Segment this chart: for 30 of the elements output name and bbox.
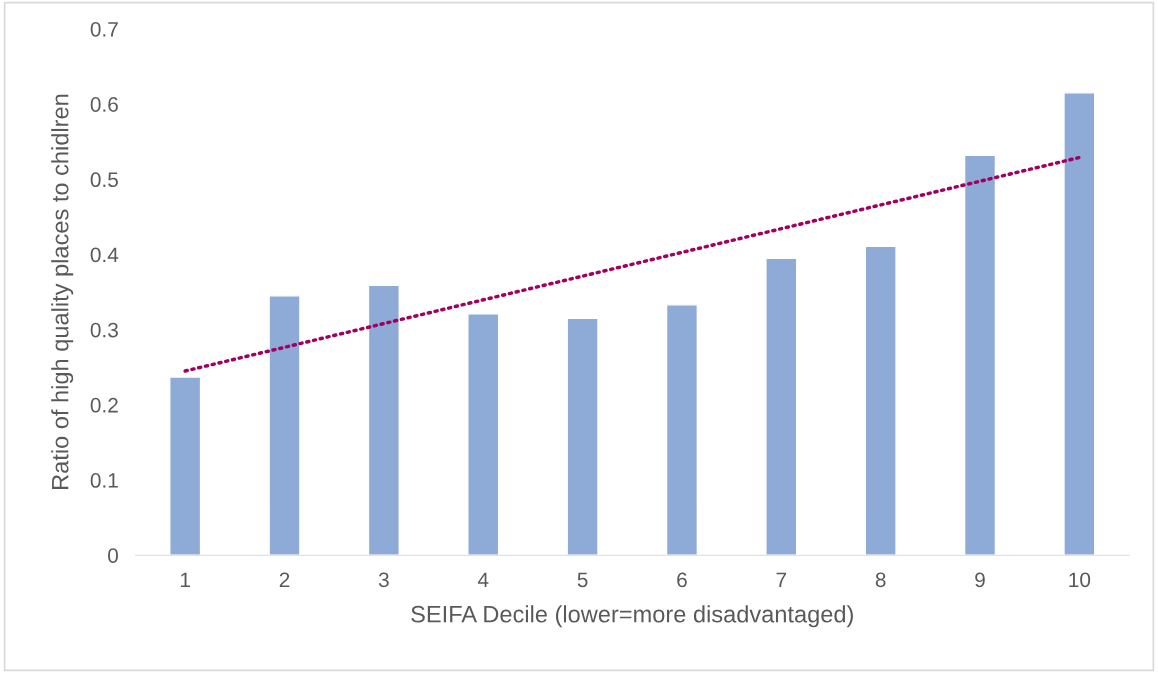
bar	[467, 313, 500, 556]
bar	[367, 284, 400, 556]
bar	[963, 154, 997, 556]
x-tick-label: 2	[279, 572, 290, 587]
y-axis-title: Ratio of high quality places to chidlren	[51, 94, 74, 489]
x-tick-label: 5	[577, 572, 588, 588]
bar	[268, 295, 301, 556]
bar	[864, 245, 897, 556]
y-tick-label: 0	[108, 548, 119, 563]
y-tick-label: 0.7	[90, 21, 118, 37]
y-tick-label: 0.5	[90, 172, 118, 188]
y-tick-label: 0.2	[90, 397, 118, 413]
x-tick-label: 7	[776, 572, 787, 587]
y-tick-label: 0.4	[90, 247, 119, 263]
x-tick-label: 1	[180, 572, 190, 587]
x-axis-title: SEIFA Decile (lower=more disadvantaged)	[411, 605, 853, 628]
y-tick-label: 0.1	[90, 473, 118, 488]
bar	[665, 304, 699, 556]
y-tick-label: 0.6	[90, 97, 118, 112]
y-tick-label: 0.3	[90, 322, 118, 338]
bar	[566, 317, 599, 556]
bar	[169, 376, 202, 556]
bar	[765, 257, 798, 556]
x-tick-label: 8	[875, 572, 886, 588]
x-tick-label: 6	[677, 572, 687, 588]
x-tick-label: 9	[975, 572, 985, 588]
x-tick-label: 10	[1069, 572, 1091, 588]
x-tick-label: 3	[378, 572, 389, 588]
bar	[1063, 92, 1096, 556]
x-tick-label: 4	[477, 572, 489, 587]
